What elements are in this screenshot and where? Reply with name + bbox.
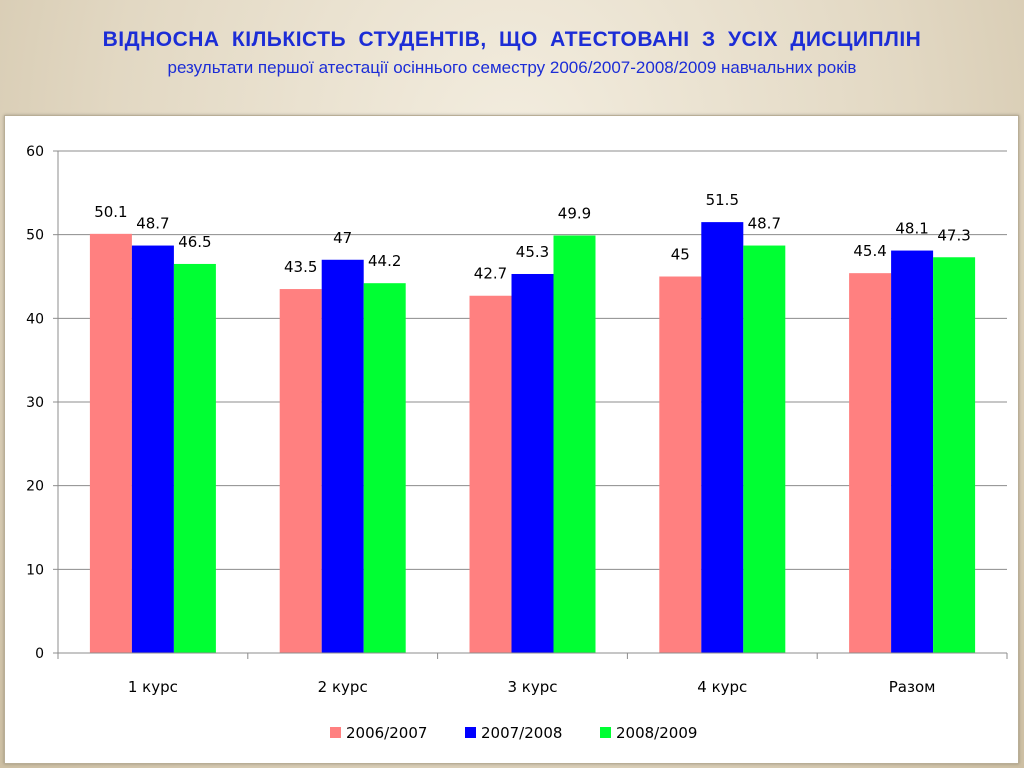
chart-subtitle: результати першої атестації осіннього се… [167,58,857,77]
bar [173,263,216,653]
legend-swatch [330,727,341,738]
y-tick-label: 50 [26,228,44,244]
x-tick-label: 1 курс [128,678,178,696]
bar [321,259,364,653]
bar [279,289,322,653]
data-label: 44.2 [368,252,401,270]
legend: 2006/2007 2007/2008 2008/2009 [330,724,697,742]
slide-header: ВІДНОСНА КІЛЬКІСТЬ СТУДЕНТІВ, ЩО АТЕСТОВ… [0,0,1024,115]
data-label: 48.1 [895,220,928,238]
bar-chart: 50.1 48.7 46.5 43.5 47 44.2 42.7 45.3 49.9 45 51.5… [26,144,1008,742]
y-tick-label: 10 [26,562,44,578]
bar [849,273,892,653]
x-tick-label: Разом [889,678,936,696]
data-label: 46.5 [178,233,211,251]
legend-swatch [465,727,476,738]
y-tick-label: 0 [35,646,44,662]
data-label: 48.7 [136,215,169,233]
bar [363,283,406,653]
data-labels: 50.1 48.7 46.5 43.5 47 44.2 42.7 45.3 49.9 45 51.5… [94,191,971,283]
legend-label: 2007/2008 [481,724,562,742]
data-label: 42.7 [474,265,507,283]
data-label: 47.3 [937,226,970,244]
legend-label: 2008/2009 [616,724,697,742]
bars [89,222,976,653]
bar [891,250,934,653]
data-label: 45 [671,246,690,264]
y-tick-label: 20 [26,479,44,495]
bar [89,233,132,653]
data-label: 51.5 [706,191,739,209]
x-tick-label: 2 курс [318,678,368,696]
data-label: 45.3 [516,243,549,261]
y-tick-label: 60 [26,144,44,160]
data-label: 50.1 [94,203,127,221]
bar [469,295,512,653]
legend-swatch [600,727,611,738]
bar [933,257,976,653]
y-tick-label: 40 [26,311,44,327]
chart-title: ВІДНОСНА КІЛЬКІСТЬ СТУДЕНТІВ, ЩО АТЕСТОВ… [102,28,922,51]
data-label: 48.7 [748,215,781,233]
y-tick-label: 30 [26,395,44,411]
x-tick-label: 3 курс [507,678,557,696]
bar [131,245,174,653]
data-label: 47 [333,229,352,247]
chart-panel: 50.1 48.7 46.5 43.5 47 44.2 42.7 45.3 49.9 45 51.5… [4,115,1019,764]
legend-label: 2006/2007 [346,724,427,742]
data-label: 49.9 [558,205,591,223]
bar [511,273,554,653]
bar [743,245,786,653]
x-tick-label: 4 курс [697,678,747,696]
bar [701,222,744,653]
data-label: 45.4 [853,242,886,260]
axes: 0 10 20 30 40 50 60 1 курс 2 курс 3 курс 4 курс Раз… [26,144,1008,696]
data-label: 43.5 [284,258,317,276]
bar [553,235,596,653]
bar [659,276,702,653]
